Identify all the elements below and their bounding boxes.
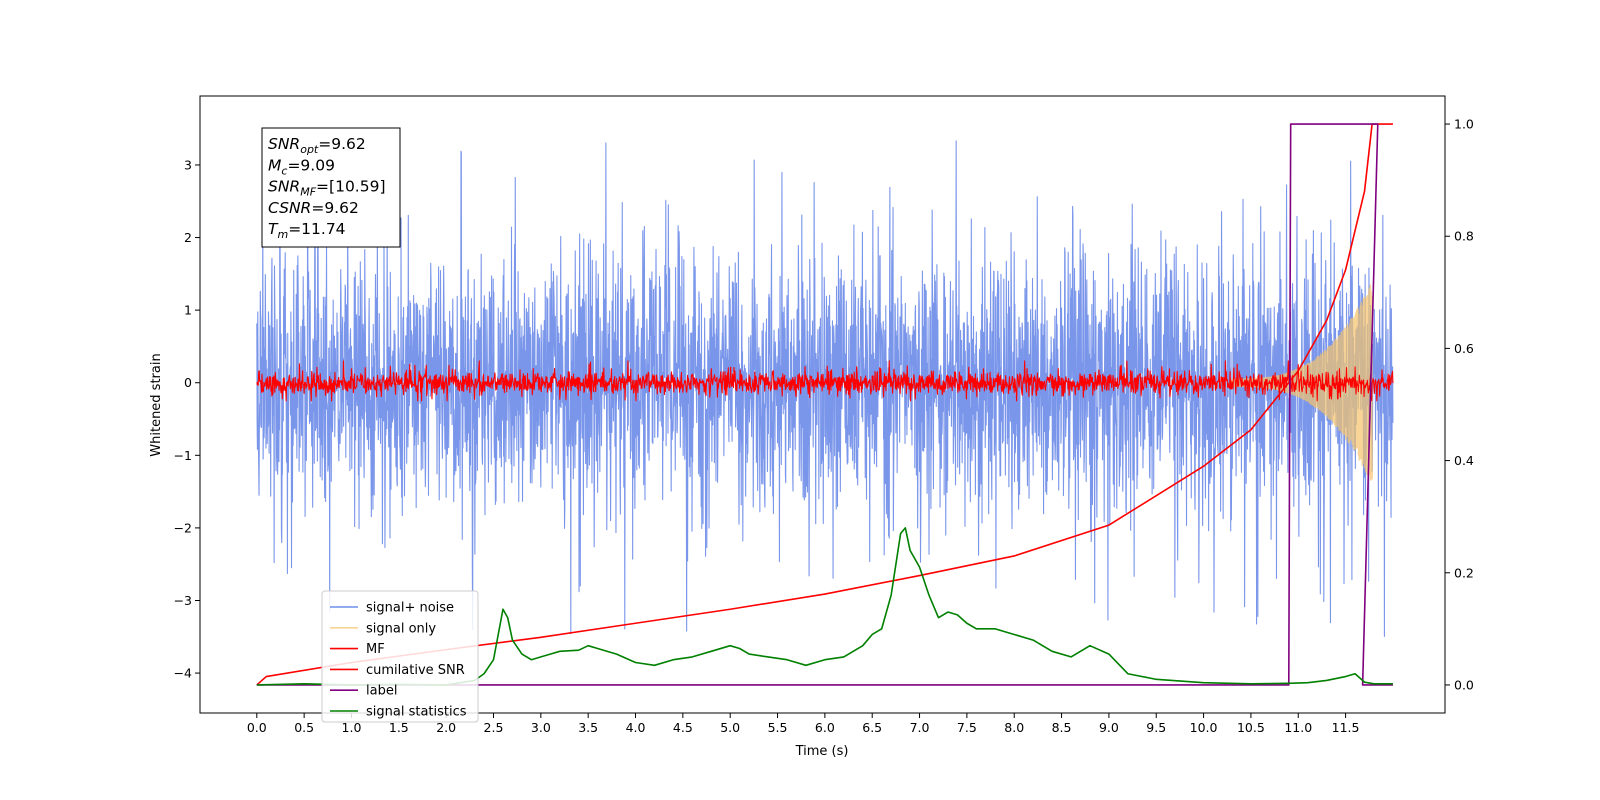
legend-label-label: label [366, 684, 397, 699]
x-tick-label: 3.0 [531, 720, 551, 735]
series-signal-noise [256, 137, 1394, 637]
stats-box-frame [261, 127, 401, 248]
y-tick-label: 0 [184, 375, 192, 390]
x-tick-label: 10.0 [1190, 720, 1218, 735]
x-tick-label: 1.5 [389, 720, 409, 735]
legend-label-signal-only: signal only [366, 621, 436, 636]
x-tick-label: 5.5 [768, 720, 788, 735]
x-tick-label: 8.5 [1052, 720, 1072, 735]
x-axis-label: Time (s) [795, 744, 849, 759]
series-mf [256, 360, 1394, 402]
stats-annotation-box: SNRopt=9.62Mc=9.09SNRMF=[10.59]CSNR=9.62… [261, 127, 401, 248]
legend-label-signal-statistics: signal statistics [366, 705, 467, 720]
y2-tick-label: 0.4 [1454, 453, 1474, 468]
y-axis-label: Whitened strain [149, 353, 164, 456]
x-tick-label: 9.0 [1099, 720, 1119, 735]
y2-tick-label: 0.2 [1454, 565, 1474, 580]
series-label [256, 123, 1393, 686]
series-signal-statistics [256, 527, 1393, 686]
y-tick-label: −1 [174, 448, 192, 463]
x-tick-label: 4.0 [626, 720, 646, 735]
stats-line: SNRMF=[10.59] [268, 178, 386, 199]
y-tick-label: −3 [174, 593, 192, 608]
ticks-layer: 0.0 0.5 1.0 1.5 2.0 2.5 3.0 3.5 4.0 4.5 5.0 5.5 6.0 6… [174, 117, 1474, 735]
x-tick-label: 3.5 [578, 720, 598, 735]
y-tick-label: 1 [184, 303, 192, 318]
x-tick-label: 7.0 [910, 720, 930, 735]
x-tick-label: 2.0 [436, 720, 456, 735]
legend-items: signal+ noise signal only MF cumilative SNR… [330, 601, 467, 720]
x-tick-label: 11.5 [1332, 720, 1360, 735]
y-tick-label: −4 [174, 666, 192, 681]
legend: signal+ noise signal only MF cumilative SNR… [321, 590, 479, 723]
legend-label-mf: MF [366, 642, 385, 657]
x-tick-label: 0.5 [294, 720, 314, 735]
legend-frame [321, 590, 479, 723]
legend-label-cumilative-snr: cumilative SNR [366, 663, 465, 678]
y2-tick-label: 1.0 [1454, 117, 1474, 132]
x-tick-label: 7.5 [957, 720, 977, 735]
stats-line: Tm=11.74 [268, 220, 346, 241]
y2-tick-label: 0.0 [1454, 677, 1474, 692]
x-tick-label: 11.0 [1284, 720, 1312, 735]
stats-line: CSNR=9.62 [268, 199, 359, 217]
x-tick-label: 2.5 [484, 720, 504, 735]
x-tick-label: 10.5 [1237, 720, 1265, 735]
y2-tick-label: 0.8 [1454, 229, 1474, 244]
y-tick-label: −2 [174, 520, 192, 535]
x-tick-label: 6.0 [815, 720, 835, 735]
stats-line: SNRopt=9.62 [268, 135, 366, 156]
stats-line: Mc=9.09 [268, 156, 335, 177]
x-tick-label: 4.5 [673, 720, 693, 735]
x-tick-label: 1.0 [342, 720, 362, 735]
y-tick-label: 2 [184, 230, 192, 245]
y-tick-label: 3 [184, 157, 192, 172]
axes-frame [199, 95, 1446, 714]
x-tick-label: 8.0 [1004, 720, 1024, 735]
x-tick-label: 9.5 [1146, 720, 1166, 735]
y2-tick-label: 0.6 [1454, 341, 1474, 356]
stats-lines: SNRopt=9.62Mc=9.09SNRMF=[10.59]CSNR=9.62… [268, 135, 386, 241]
x-tick-label: 6.5 [862, 720, 882, 735]
legend-label-signal-noise: signal+ noise [366, 601, 454, 616]
x-tick-label: 5.0 [720, 720, 740, 735]
x-tick-label: 0.0 [247, 720, 267, 735]
